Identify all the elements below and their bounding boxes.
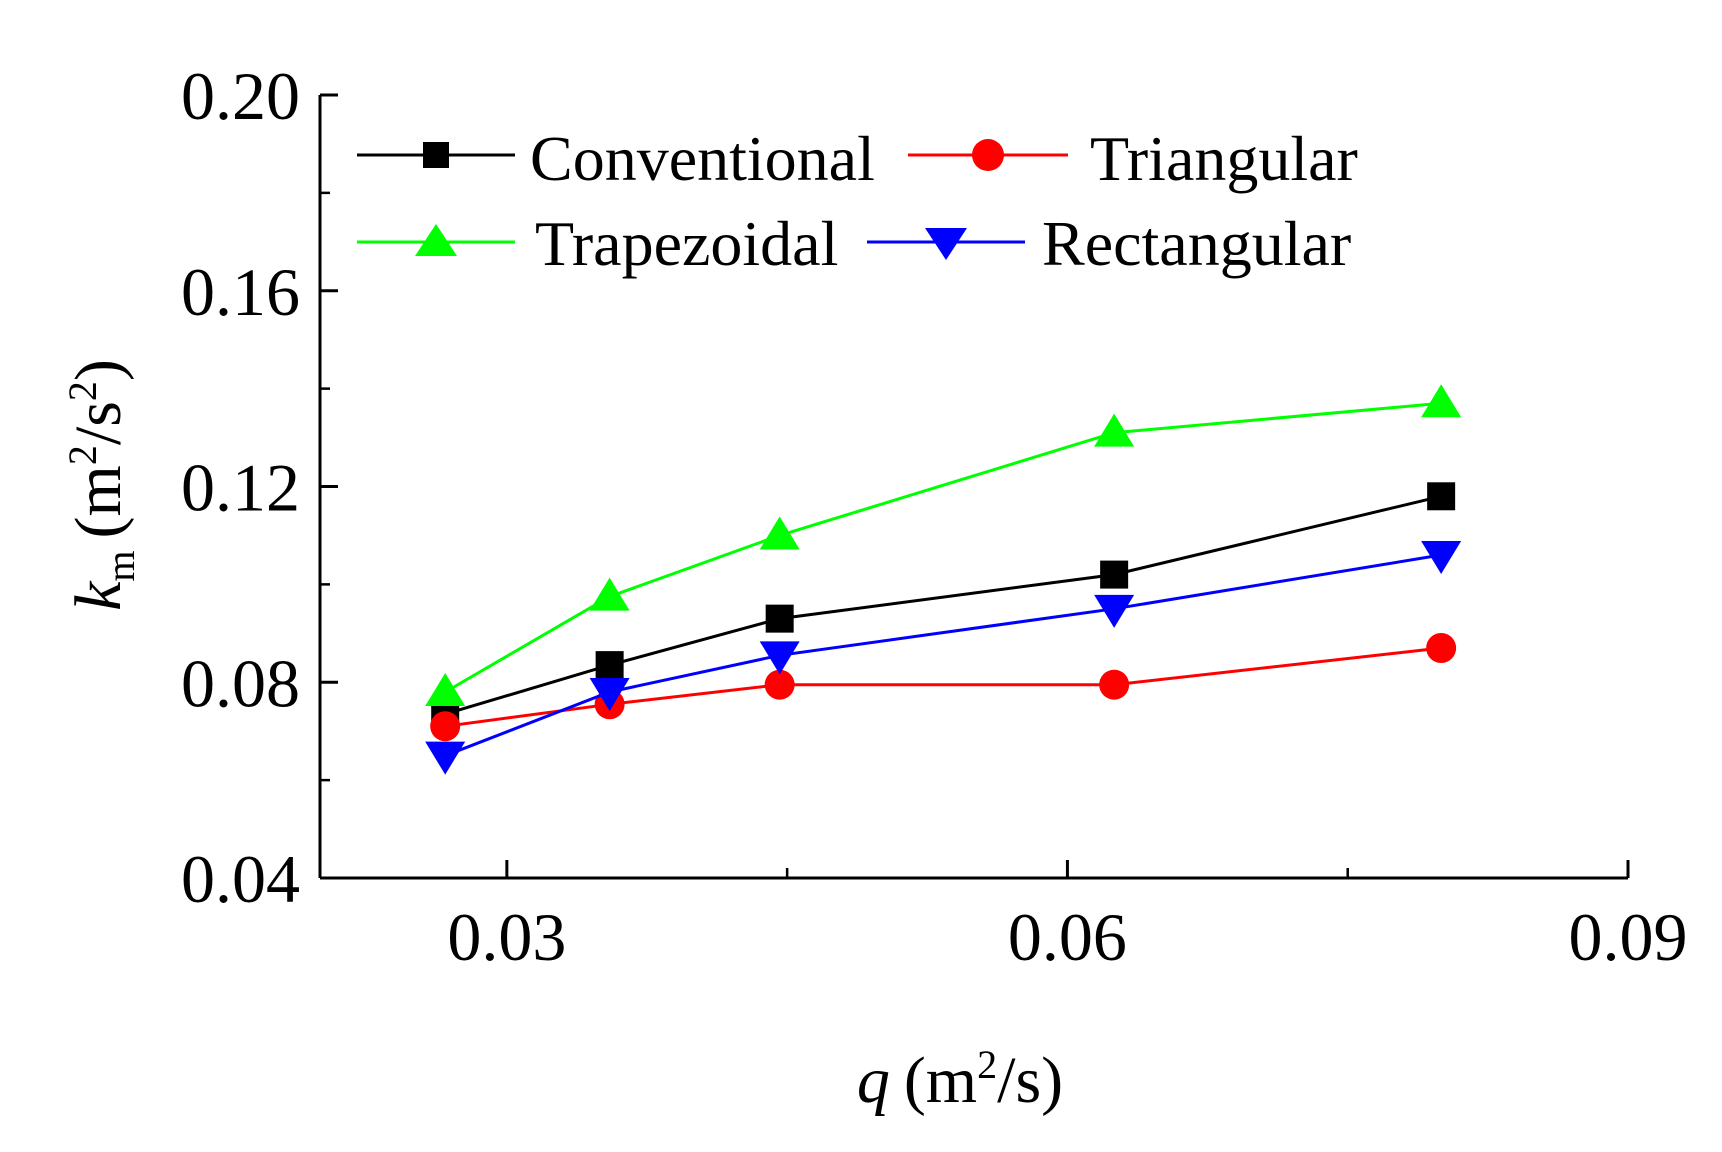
data-point-conventional — [1427, 482, 1456, 511]
data-point-triangular — [764, 669, 795, 700]
x-ticks: 0.03 0.06 0.09 — [447, 860, 1688, 975]
y-axis-title: km(m2/s2) — [60, 359, 143, 611]
y-axis-unit-sup: 2 — [60, 445, 105, 465]
y-ticks: 0.04 0.08 0.12 0.16 0.20 — [181, 58, 338, 917]
x-axis-unit-sup: 2 — [977, 1042, 997, 1087]
legend-entry-triangular: Triangular — [908, 123, 1358, 194]
data-point-triangular — [1426, 632, 1457, 663]
legend-entry-trapezoidal: Trapezoidal — [357, 208, 838, 279]
y-axis-title-symbol: k — [62, 580, 135, 611]
series-rectangular — [425, 541, 1462, 775]
data-point-rectangular — [1094, 594, 1135, 628]
data-point-triangular — [1099, 669, 1130, 700]
legend-label-rectangular: Rectangular — [1042, 208, 1351, 279]
y-axis-unit-open: (m — [62, 465, 135, 538]
legend-marker-triangular — [972, 139, 1004, 171]
data-point-trapezoidal — [589, 577, 630, 611]
data-point-rectangular — [589, 678, 630, 712]
data-point-rectangular — [425, 741, 466, 775]
data-point-trapezoidal — [1094, 413, 1135, 447]
series-layer — [425, 384, 1462, 775]
legend-label-triangular: Triangular — [1090, 123, 1358, 194]
data-point-rectangular — [759, 641, 800, 675]
y-axis-unit-mid: /s — [62, 401, 135, 445]
y-tick-label: 0.20 — [181, 58, 300, 134]
legend-marker-trapezoidal — [415, 224, 457, 256]
legend-entry-rectangular: Rectangular — [867, 208, 1351, 279]
y-axis-unit-sup2: 2 — [60, 381, 105, 401]
data-point-rectangular — [1421, 541, 1462, 575]
legend-marker-rectangular — [925, 228, 967, 260]
y-tick-label: 0.04 — [181, 841, 300, 917]
x-tick-label: 0.06 — [1008, 899, 1127, 975]
y-axis-unit-close: ) — [62, 359, 135, 381]
x-axis-unit-open: (m — [904, 1044, 977, 1117]
x-axis-title: q (m2/s) — [857, 1042, 1063, 1117]
data-point-conventional — [765, 604, 794, 633]
y-axis-title-sub: m — [98, 550, 143, 581]
x-tick-label: 0.03 — [447, 899, 566, 975]
y-tick-label: 0.08 — [181, 645, 300, 721]
x-axis-title-symbol: q — [857, 1044, 890, 1117]
series-trapezoidal — [425, 384, 1462, 707]
data-point-conventional — [595, 651, 624, 680]
legend: Conventional Triangular Trapezoidal Rect… — [357, 123, 1358, 279]
data-point-trapezoidal — [1421, 384, 1462, 418]
x-tick-label: 0.09 — [1569, 899, 1688, 975]
data-point-conventional — [1100, 560, 1129, 589]
y-axis-title-group: km(m2/s2) — [60, 359, 143, 611]
data-point-triangular — [430, 711, 461, 742]
data-point-trapezoidal — [759, 516, 800, 550]
legend-label-trapezoidal: Trapezoidal — [535, 208, 838, 279]
y-tick-label: 0.12 — [181, 450, 300, 526]
legend-entry-conventional: Conventional — [357, 123, 875, 194]
y-tick-label: 0.16 — [181, 254, 300, 330]
legend-label-conventional: Conventional — [530, 123, 875, 194]
data-point-trapezoidal — [425, 673, 466, 707]
legend-marker-conventional — [423, 142, 449, 168]
x-axis-unit-close: /s) — [997, 1044, 1063, 1117]
